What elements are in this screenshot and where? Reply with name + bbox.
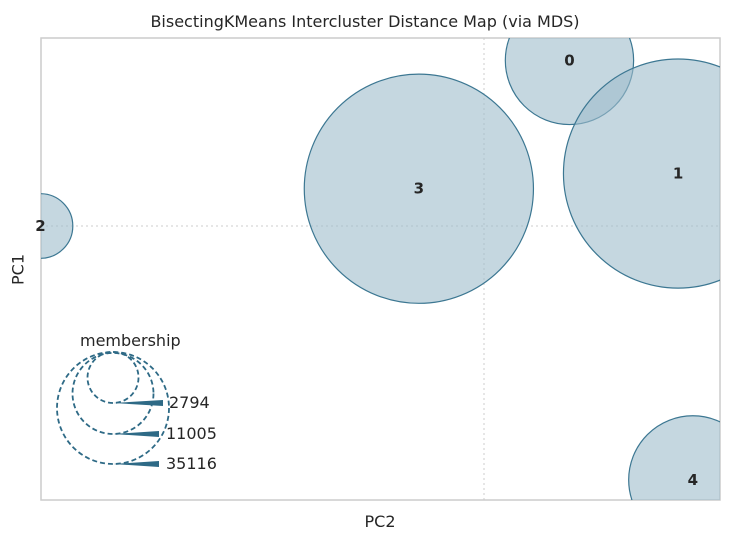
x-axis-label: PC2 [364,512,396,531]
legend-circle-large [56,351,170,465]
legend-circle-medium [71,352,155,435]
cluster-bubble-4 [628,415,720,500]
cluster-label-4: 4 [688,471,698,489]
cluster-bubbles [41,38,720,500]
legend-circle-large-pointer [113,461,159,467]
legend-title: membership [80,331,181,350]
cluster-labels: 0 1 2 3 4 [35,51,698,489]
legend-circle-small-pointer [113,400,163,406]
chart-title: BisectingKMeans Intercluster Distance Ma… [150,12,580,31]
legend-value-small: 2794 [169,393,210,412]
cluster-label-2: 2 [35,217,45,235]
cluster-bubble-3 [303,73,535,304]
cluster-bubble-2 [41,193,74,259]
legend-value-medium: 11005 [166,424,217,443]
y-axis-label: PC1 [8,254,28,285]
cluster-label-3: 3 [414,180,424,198]
cluster-label-0: 0 [564,51,574,69]
cluster-bubble-1 [562,58,720,289]
legend-circle-medium-pointer [113,431,159,437]
legend-circle-small [86,351,140,404]
legend-value-large: 35116 [166,454,217,473]
cluster-label-1: 1 [673,165,683,183]
membership-legend-circles [56,351,170,467]
